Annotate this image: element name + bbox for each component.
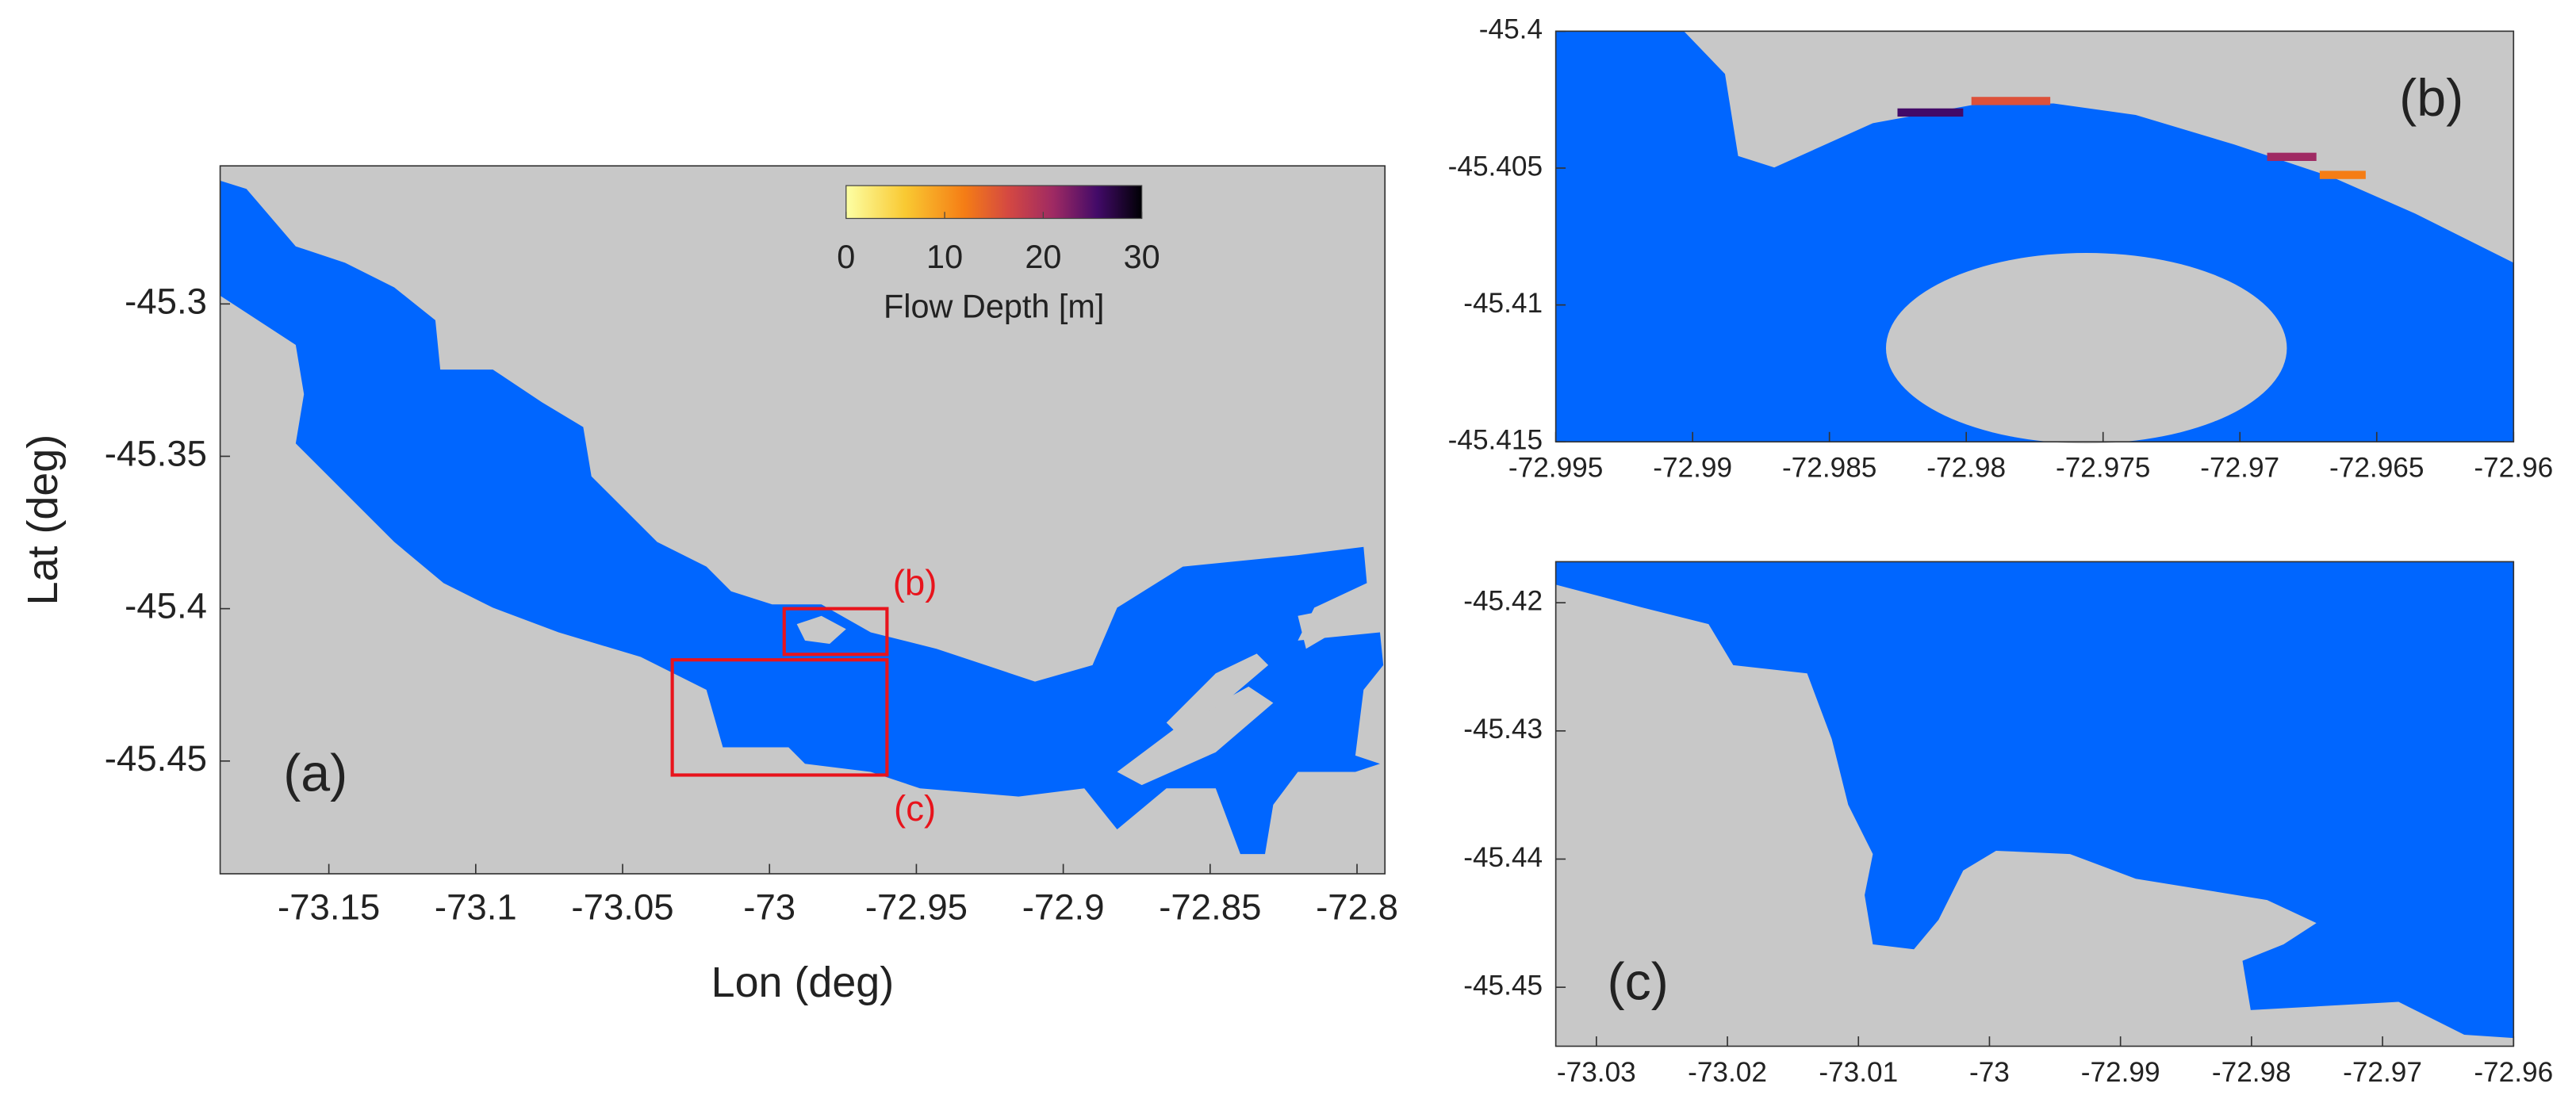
- x-tick-label: -72.8: [1316, 887, 1398, 928]
- island: [796, 615, 846, 644]
- zoom-box-label: (c): [894, 788, 936, 829]
- x-tick-label: -73.03: [1557, 1057, 1636, 1088]
- colorbar: [845, 185, 1143, 220]
- depth-cells: [1897, 108, 1964, 117]
- zoom-box: [782, 607, 889, 657]
- zoom-box: [670, 658, 889, 777]
- panel-c-map: [1555, 561, 2514, 1047]
- x-tick-label: -73.05: [571, 887, 673, 928]
- island: [1166, 653, 1269, 731]
- y-tick-label: -45.35: [105, 433, 207, 473]
- x-tick-label: -72.9: [1022, 887, 1105, 928]
- island: [1298, 611, 1334, 649]
- y-tick-label: -45.3: [125, 281, 207, 321]
- panel-a-map: [220, 166, 1386, 874]
- x-tick-label: -72.995: [1508, 453, 1603, 484]
- x-tick-label: -72.97: [2343, 1057, 2422, 1088]
- colorbar-tick-label: 30: [1124, 239, 1160, 275]
- zoom-box-label: (b): [893, 563, 937, 603]
- y-tick-label: -45.405: [1448, 151, 1543, 182]
- x-tick-label: -73.1: [435, 887, 517, 928]
- y-tick-label: -45.41: [1463, 288, 1543, 319]
- x-tick-label: -72.99: [1653, 453, 1732, 484]
- depth-cells: [2319, 170, 2366, 179]
- depth-cells: [1971, 97, 2051, 105]
- axes-frame: [1554, 561, 2515, 1047]
- colorbar-tick-label: 0: [837, 239, 855, 275]
- x-tick-label: -72.96: [2474, 1057, 2553, 1088]
- y-tick-label: -45.4: [125, 586, 207, 626]
- x-tick-label: -72.96: [2474, 453, 2553, 484]
- x-tick-label: -73.15: [278, 887, 380, 928]
- island: [1885, 252, 2287, 444]
- y-tick-label: -45.45: [105, 738, 207, 779]
- colorbar-label: Flow Depth [m]: [884, 288, 1104, 324]
- panel-b-map: [1555, 31, 2514, 444]
- x-tick-label: -73.02: [1688, 1057, 1767, 1088]
- x-tick-label: -72.95: [865, 887, 968, 928]
- colorbar-tick-label: 20: [1025, 239, 1061, 275]
- water: [1555, 561, 2514, 1039]
- x-tick-label: -73: [743, 887, 795, 928]
- axes-frame: [219, 165, 1386, 875]
- y-tick-label: -45.4: [1479, 14, 1543, 45]
- x-tick-label: -72.975: [2056, 453, 2150, 484]
- panel-label: (a): [283, 744, 347, 802]
- water: [220, 180, 1384, 855]
- x-tick-label: -72.965: [2329, 453, 2424, 484]
- x-tick-label: -72.99: [2081, 1057, 2160, 1088]
- island: [1117, 686, 1274, 786]
- y-tick-label: -45.415: [1448, 425, 1543, 456]
- x-axis-label: Lon (deg): [711, 959, 895, 1006]
- x-tick-label: -72.98: [1926, 453, 2006, 484]
- y-tick-label: -45.42: [1463, 585, 1543, 616]
- y-tick-label: -45.44: [1463, 842, 1543, 873]
- x-tick-label: -72.985: [1782, 453, 1876, 484]
- y-tick-label: -45.43: [1463, 714, 1543, 745]
- x-tick-label: -72.97: [2200, 453, 2279, 484]
- y-axis-label: Lat (deg): [19, 435, 67, 606]
- x-tick-label: -72.98: [2212, 1057, 2291, 1088]
- depth-cells: [2267, 152, 2317, 161]
- land: [1684, 31, 2514, 263]
- panel-label: (c): [1608, 952, 1669, 1011]
- panel-label: (b): [2399, 69, 2463, 128]
- axes-frame: [1554, 30, 2515, 443]
- y-tick-label: -45.45: [1463, 970, 1543, 1001]
- x-tick-label: -72.85: [1159, 887, 1261, 928]
- x-tick-label: -73: [1969, 1057, 2010, 1088]
- colorbar-tick-label: 10: [926, 239, 963, 275]
- x-tick-label: -73.01: [1819, 1057, 1898, 1088]
